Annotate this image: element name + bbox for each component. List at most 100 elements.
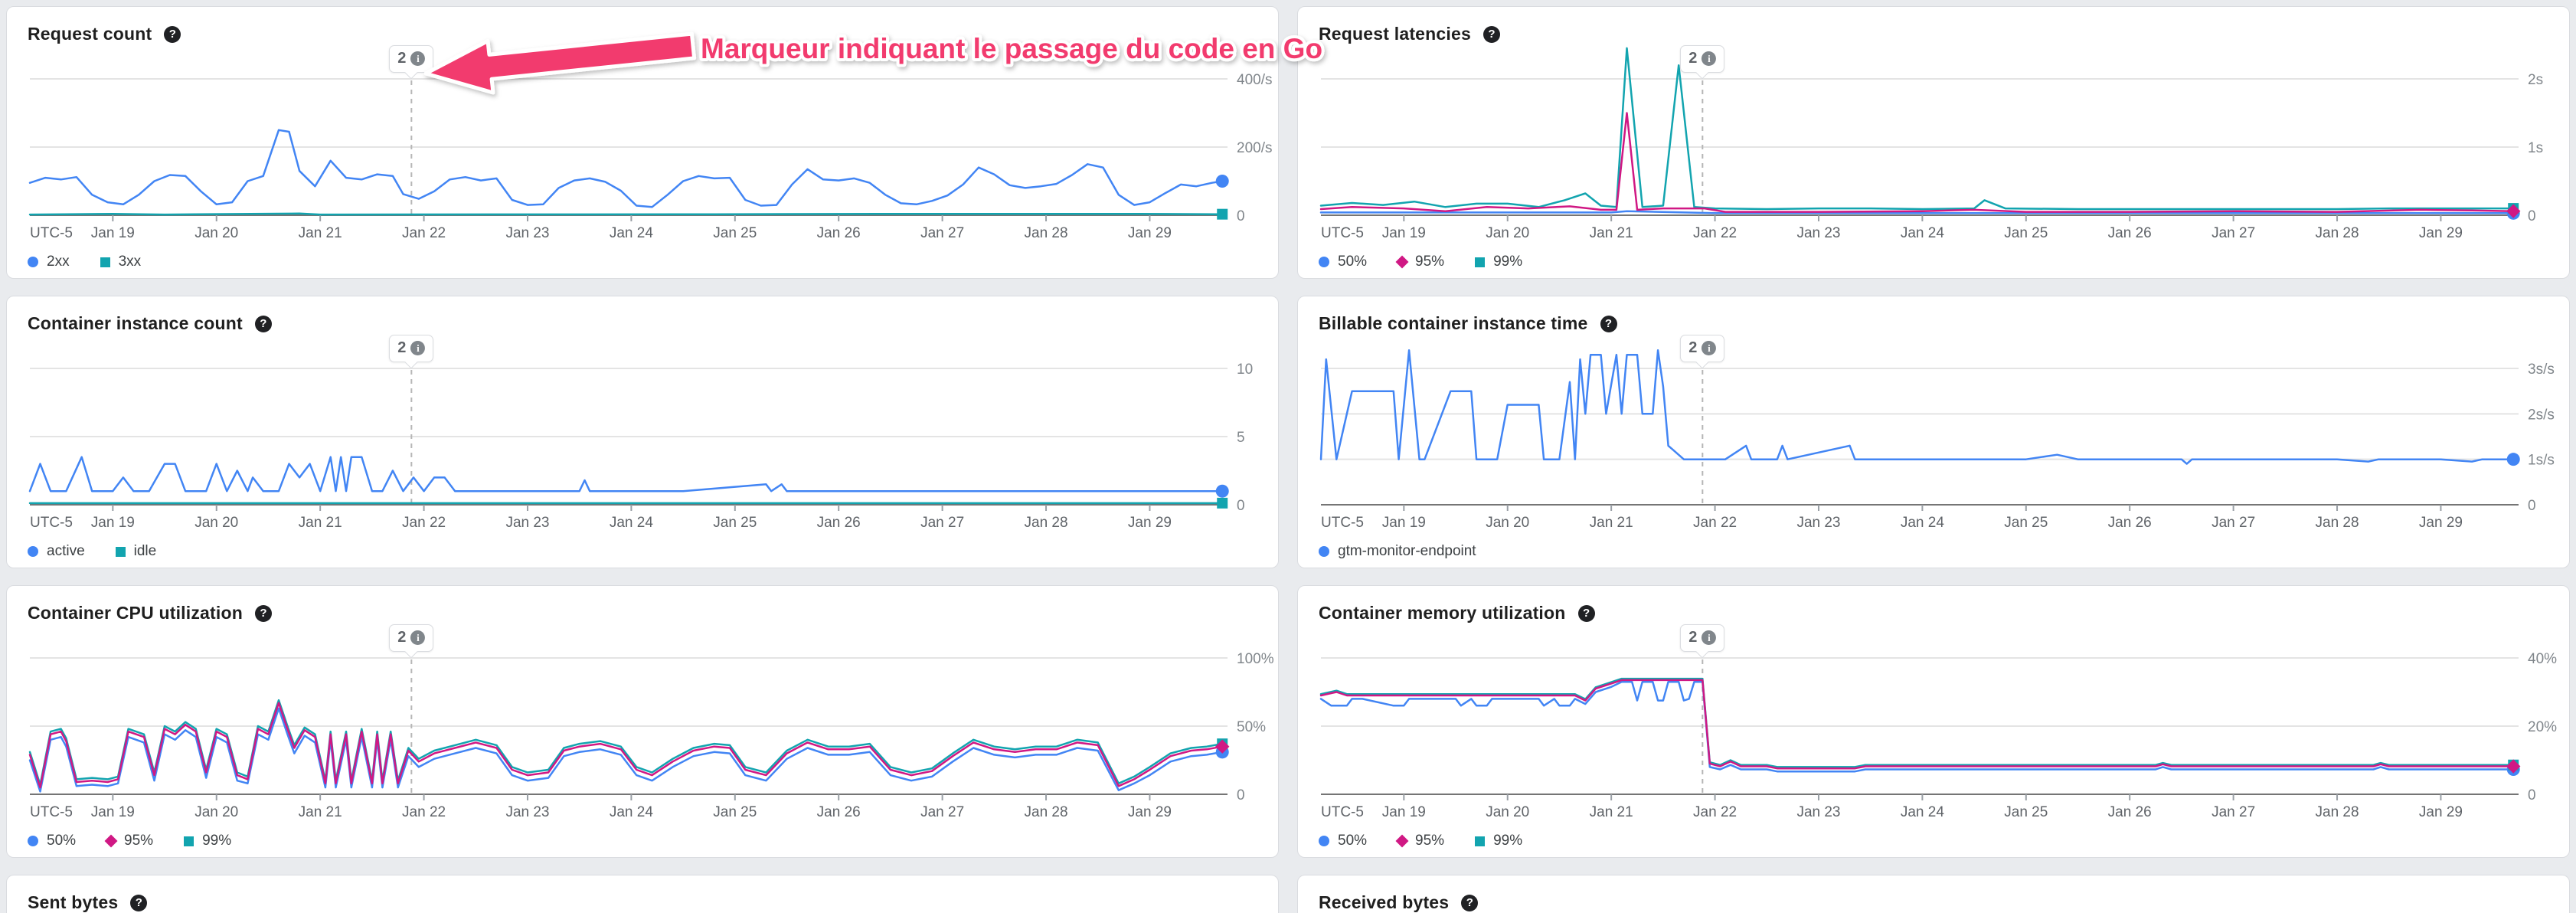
x-axis-label: Jan 25 — [2004, 804, 2048, 820]
chart-plot-container-memory-utilization[interactable]: 40% 20% 0 Jan 19 Jan 20 Jan 21 Jan 22 Jan 23 Jan… — [1298, 586, 2571, 859]
chart-plot-container-cpu-utilization[interactable]: 100% 50% 0 Jan 19 Jan 20 Jan 21 Jan 22 Jan 23 Ja… — [7, 586, 1280, 859]
y-axis-label: 50% — [1237, 719, 1266, 735]
chart-legend: active idle — [28, 543, 187, 560]
legend-label: 2xx — [47, 254, 70, 270]
chart-card-billable-container-instance-time: Billable container instance time ? 3s/s 2… — [1297, 296, 2570, 568]
y-axis-label: 0 — [1237, 787, 1245, 803]
legend-label: 50% — [1338, 833, 1368, 849]
legend-label: 3xx — [118, 254, 142, 270]
legend-item-99-[interactable]: 99% — [184, 833, 231, 849]
circle-legend-marker-icon — [1319, 546, 1329, 557]
legend-item-99-[interactable]: 99% — [1475, 254, 1522, 270]
legend-item-95-[interactable]: 95% — [1395, 833, 1444, 849]
info-icon: i — [410, 51, 426, 66]
help-icon[interactable]: ? — [254, 315, 272, 332]
help-icon[interactable]: ? — [1483, 25, 1500, 43]
x-axis-label: Jan 24 — [610, 225, 653, 241]
chart-plot-request-count[interactable]: 400/s 200/s 0 Jan 19 Jan 20 Jan 21 Jan 22 Jan 2… — [7, 7, 1280, 280]
help-icon[interactable]: ? — [1600, 315, 1617, 332]
x-axis-label: Jan 25 — [713, 515, 757, 531]
marker-count: 2 — [397, 339, 407, 356]
help-icon[interactable]: ? — [255, 604, 272, 622]
info-icon: i — [1702, 341, 1717, 355]
legend-item-50-[interactable]: 50% — [1319, 254, 1367, 270]
x-axis-label: Jan 29 — [2419, 225, 2463, 241]
series-line-2xx — [28, 129, 1224, 208]
legend-item-idle[interactable]: idle — [115, 543, 157, 560]
legend-item-95-[interactable]: 95% — [1395, 254, 1445, 270]
y-axis-label: 0 — [1237, 208, 1245, 224]
help-icon[interactable]: ? — [164, 25, 181, 43]
series-end-marker-2xx — [1215, 175, 1229, 188]
marker-count: 2 — [1688, 629, 1698, 646]
legend-label: 95% — [1415, 254, 1445, 270]
x-axis-label: Jan 26 — [2108, 225, 2152, 241]
x-axis-label: Jan 27 — [920, 225, 964, 241]
legend-label: 50% — [47, 833, 77, 849]
info-icon: i — [410, 630, 426, 645]
x-axis-label: Jan 21 — [299, 225, 342, 241]
chart-plot-billable-container-instance-time[interactable]: 3s/s 2s/s 1s/s 0 Jan 19 Jan 20 Jan 21 Jan 22 Jan… — [1298, 296, 2571, 569]
y-axis-label: 200/s — [1237, 140, 1272, 156]
series-line-99- — [28, 699, 1224, 786]
x-axis-label: Jan 21 — [1590, 515, 1633, 531]
diamond-legend-marker-icon — [1395, 255, 1409, 269]
y-axis-label: 1s/s — [2528, 453, 2555, 469]
chart-plot-request-latencies[interactable]: 2s 1s 0 Jan 19 Jan 20 Jan 21 Jan 22 Jan 23 Jan 2… — [1298, 7, 2571, 280]
x-axis-label: Jan 25 — [2004, 515, 2048, 531]
legend-label: 99% — [1493, 833, 1523, 849]
legend-item-99-[interactable]: 99% — [1475, 833, 1522, 849]
help-icon[interactable]: ? — [1461, 894, 1479, 911]
square-legend-marker-icon — [1475, 257, 1486, 267]
x-axis-label: Jan 26 — [817, 225, 861, 241]
circle-legend-marker-icon — [1319, 836, 1329, 846]
x-axis-label: Jan 23 — [505, 225, 549, 241]
marker-count: 2 — [397, 50, 407, 67]
x-axis-label: Jan 24 — [610, 804, 653, 820]
legend-label: idle — [133, 543, 157, 559]
series-end-marker-gtm-monitor-endpoint — [2506, 453, 2520, 466]
legend-label: 99% — [1493, 254, 1523, 270]
legend-item-active[interactable]: active — [28, 543, 85, 560]
timezone-label: UTC-5 — [30, 225, 73, 241]
chart-legend: 50% 95% 99% — [1319, 254, 1553, 270]
chart-card-request-count: Request count ? 400/s 200/s 0 Jan 19 Jan 20 J… — [6, 6, 1279, 279]
legend-item-3xx[interactable]: 3xx — [100, 254, 142, 270]
chart-legend: 2xx 3xx — [28, 254, 172, 270]
x-axis-label: Jan 20 — [195, 804, 238, 820]
x-axis-label: Jan 20 — [1486, 804, 1529, 820]
x-axis-label: Jan 21 — [299, 515, 342, 531]
chart-title: Container instance count — [28, 313, 243, 333]
legend-item-50-[interactable]: 50% — [1319, 833, 1367, 849]
chart-legend: 50% 95% 99% — [28, 833, 262, 849]
chart-title: Received bytes — [1319, 892, 1450, 912]
x-axis-label: Jan 28 — [1025, 804, 1068, 820]
chart-plot-container-instance-count[interactable]: 10 5 0 Jan 19 Jan 20 Jan 21 Jan 22 Jan 23 Jan 24… — [7, 296, 1280, 569]
legend-item-95-[interactable]: 95% — [104, 833, 153, 849]
square-legend-marker-icon — [1475, 836, 1486, 846]
timezone-label: UTC-5 — [1321, 515, 1364, 531]
help-icon[interactable]: ? — [130, 894, 148, 911]
x-axis-label: Jan 20 — [195, 225, 238, 241]
help-icon[interactable]: ? — [1577, 604, 1595, 622]
circle-legend-marker-icon — [1319, 257, 1329, 267]
series-end-marker-95- — [2506, 204, 2521, 218]
x-axis-label: Jan 23 — [505, 515, 549, 531]
x-axis-label: Jan 26 — [817, 515, 861, 531]
info-icon: i — [1702, 630, 1717, 645]
series-line-active — [28, 456, 1224, 492]
legend-item-50-[interactable]: 50% — [28, 833, 76, 849]
x-axis-label: Jan 25 — [713, 804, 757, 820]
legend-label: active — [47, 543, 85, 559]
legend-item-2xx[interactable]: 2xx — [28, 254, 70, 270]
series-end-marker-95- — [1215, 739, 1230, 754]
legend-item-gtm-monitor-endpoint[interactable]: gtm-monitor-endpoint — [1319, 543, 1476, 560]
legend-label: 50% — [1338, 254, 1368, 270]
